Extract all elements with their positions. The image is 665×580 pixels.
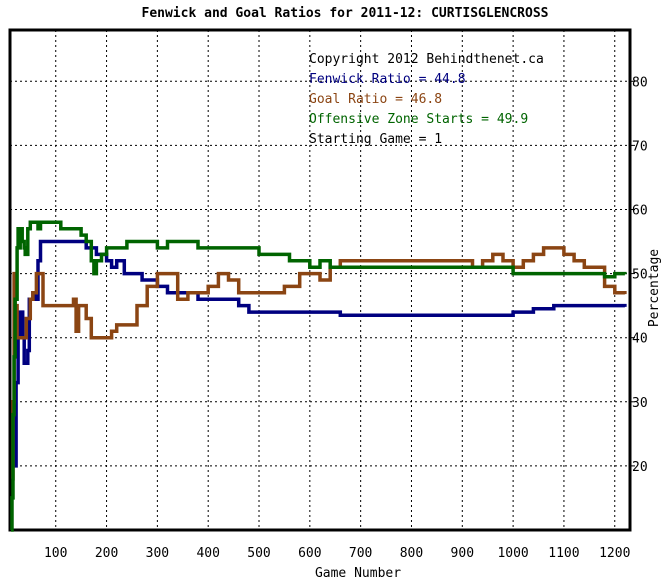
x-tick-label: 1100 bbox=[548, 546, 579, 561]
series-line-fenwick-ratio bbox=[14, 239, 627, 468]
legend-annotation: Fenwick Ratio = 44.8 bbox=[309, 72, 466, 87]
x-tick-labels: 100 200 300 400 500 600 700 800 900 1000 1100 1200 bbox=[44, 546, 630, 561]
y-tick-labels: 20 30 40 50 60 70 80 bbox=[630, 75, 648, 475]
x-tick-label: 500 bbox=[247, 546, 270, 561]
legend-annotation: Copyright 2012 Behindthenet.ca bbox=[309, 52, 544, 67]
x-tick-label: 1200 bbox=[599, 546, 630, 561]
legend-annotations: Copyright 2012 Behindthenet.ca Fenwick Ra… bbox=[309, 52, 544, 147]
x-tick-label: 100 bbox=[44, 546, 67, 561]
legend-annotation: Goal Ratio = 46.8 bbox=[309, 92, 442, 107]
x-tick-label: 900 bbox=[451, 546, 474, 561]
y-axis-label: Percentage bbox=[647, 249, 662, 327]
x-tick-label: 300 bbox=[146, 546, 169, 561]
legend-annotation: Starting Game = 1 bbox=[309, 132, 442, 147]
y-tick-label: 50 bbox=[632, 268, 648, 283]
y-tick-label: 60 bbox=[632, 203, 648, 218]
plot-border bbox=[8, 28, 632, 532]
x-tick-label: 600 bbox=[298, 546, 321, 561]
chart-title: Fenwick and Goal Ratios for 2011-12: CUR… bbox=[142, 6, 549, 21]
x-tick-label: 700 bbox=[349, 546, 372, 561]
x-tick-label: 1000 bbox=[497, 546, 528, 561]
x-tick-label: 200 bbox=[95, 546, 118, 561]
y-tick-label: 70 bbox=[632, 139, 648, 154]
series-line-offensive-zone-starts bbox=[10, 220, 627, 532]
y-tick-label: 80 bbox=[632, 75, 648, 90]
y-tick-label: 20 bbox=[632, 460, 648, 475]
series-layer bbox=[10, 220, 627, 532]
legend-annotation: Offensive Zone Starts = 49.9 bbox=[309, 112, 528, 127]
y-tick-label: 30 bbox=[632, 396, 648, 411]
x-axis-label: Game Number bbox=[315, 566, 401, 580]
series-line-goal-ratio bbox=[11, 246, 627, 481]
x-tick-label: 400 bbox=[196, 546, 219, 561]
x-tick-label: 800 bbox=[400, 546, 423, 561]
y-tick-label: 40 bbox=[632, 332, 648, 347]
